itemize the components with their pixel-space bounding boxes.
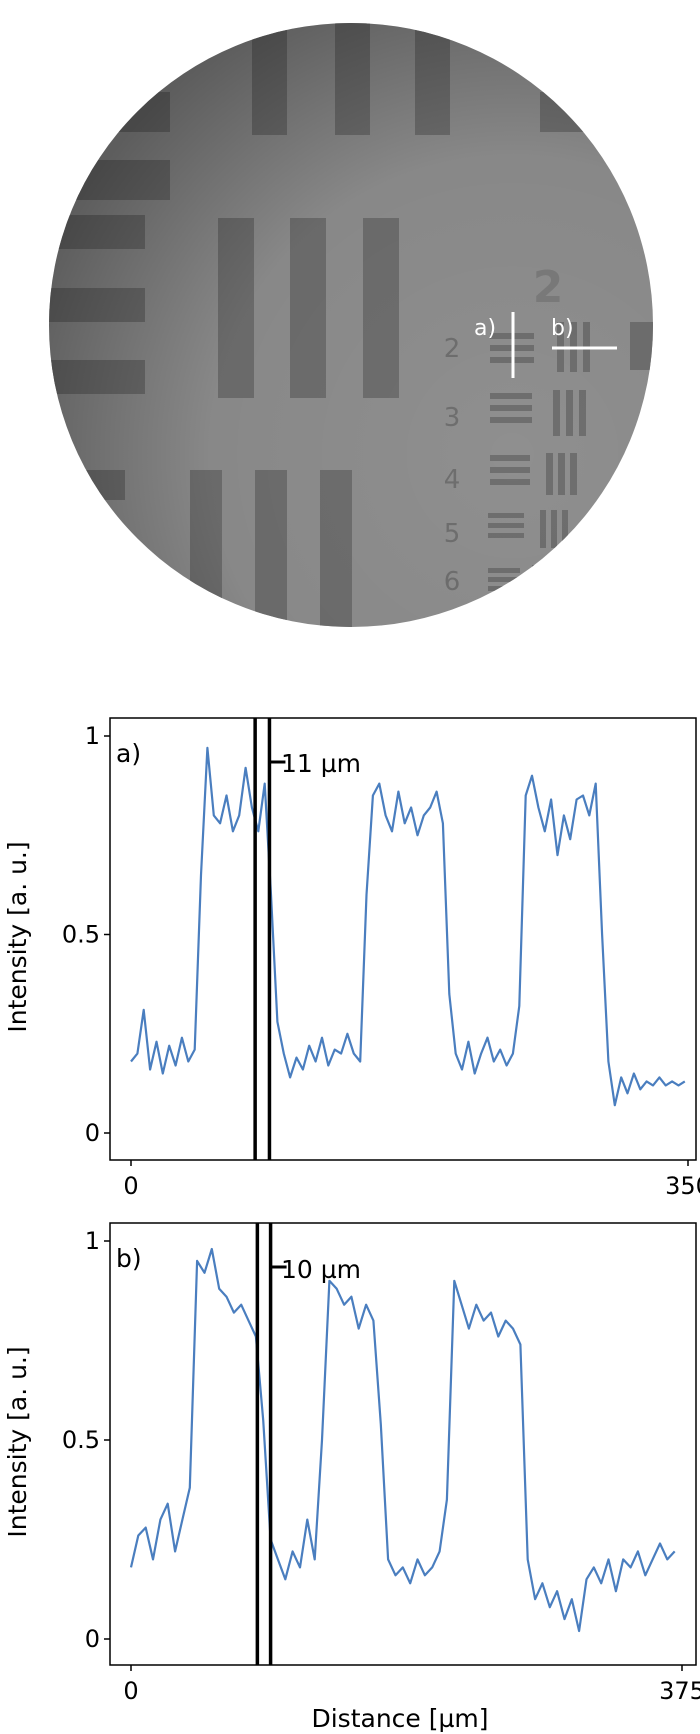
vignette-shading [49, 23, 653, 627]
marks [130, 718, 686, 1160]
target-bar [540, 40, 653, 70]
annotation-label: 11 µm [281, 749, 361, 778]
y-tick-label: 0 [85, 1119, 100, 1147]
panel-a: Intensity [a. u.] a) 11 µm 0 0.5 1 0 350 [3, 717, 700, 1200]
profile-label-b: b) [551, 316, 574, 341]
axis-ticks: 0 0.5 1 0 375 [62, 1227, 700, 1705]
y-tick-label: 1 [85, 722, 100, 750]
y-tick-label: 0.5 [62, 1426, 100, 1454]
micrograph: 2 2 3 4 5 6 a) b) [49, 23, 653, 627]
panel-label: b) [116, 1244, 142, 1273]
plot-frame [109, 717, 697, 1161]
panel-label: a) [116, 739, 141, 768]
series-line [130, 746, 686, 1107]
x-tick-label: 350 [665, 1172, 700, 1200]
x-tick-label: 375 [659, 1677, 700, 1705]
panel-b: Intensity [a. u.] b) 10 µm Distance [µm]… [3, 1222, 700, 1733]
y-axis-label: Intensity [a. u.] [3, 841, 32, 1032]
annotation-label: 10 µm [281, 1255, 361, 1284]
x-tick-label: 0 [123, 1677, 138, 1705]
series-line [129, 1247, 676, 1633]
axis-ticks: 0 0.5 1 0 350 [62, 722, 700, 1200]
plot-frame [109, 1222, 697, 1666]
y-tick-label: 0.5 [62, 921, 100, 949]
profile-label-a: a) [474, 316, 496, 341]
y-tick-label: 0 [85, 1625, 100, 1653]
x-tick-label: 0 [123, 1172, 138, 1200]
marks [129, 1223, 676, 1665]
x-axis-label: Distance [µm] [311, 1704, 488, 1733]
y-axis-label: Intensity [a. u.] [3, 1346, 32, 1537]
y-tick-label: 1 [85, 1227, 100, 1255]
